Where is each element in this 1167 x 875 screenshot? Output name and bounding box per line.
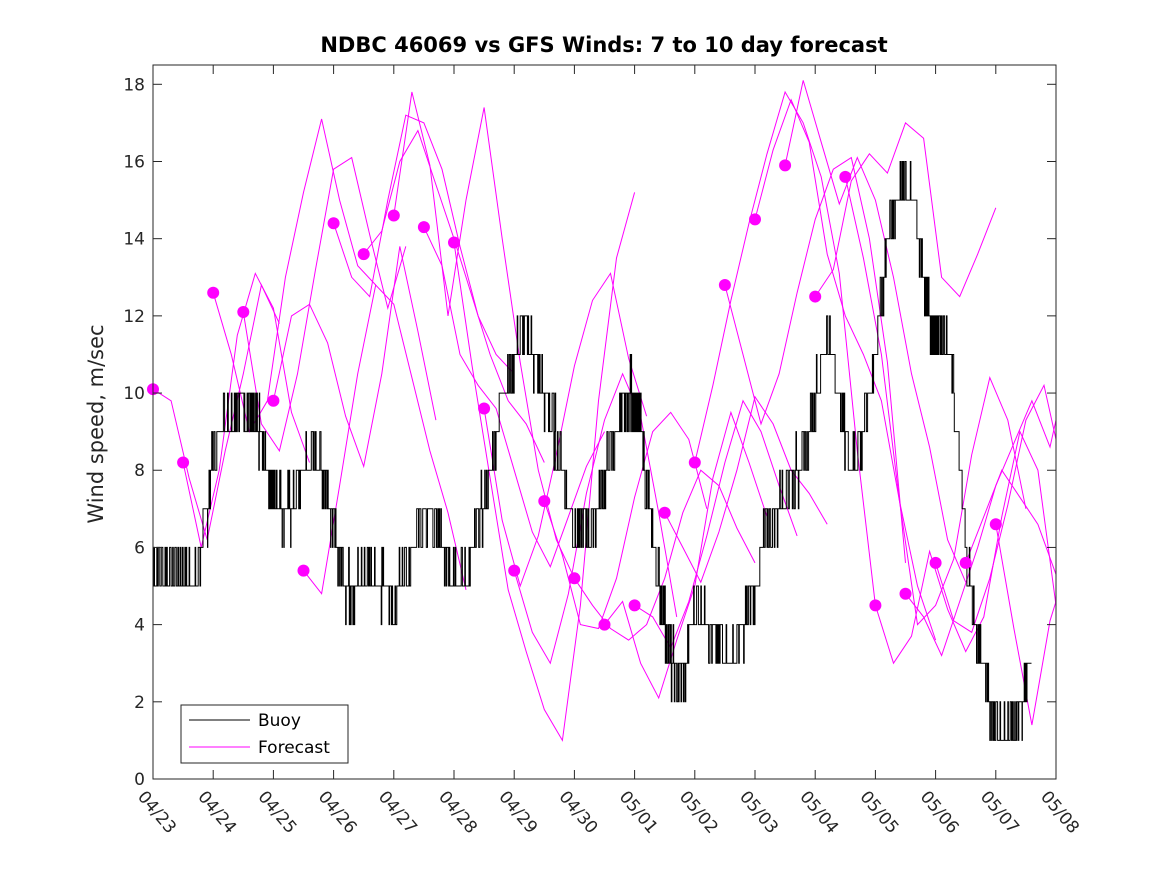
forecast-marker-2 <box>207 286 220 299</box>
forecast-marker-10 <box>448 236 460 249</box>
y-tick-label-5: 10 <box>123 384 145 404</box>
forecast-marker-13 <box>538 495 551 508</box>
forecast-marker-6 <box>327 217 340 230</box>
forecast-run-line-27 <box>965 469 1057 575</box>
forecast-marker-9 <box>417 221 430 234</box>
forecast-run-line-11 <box>483 272 648 588</box>
y-tick-label-8: 16 <box>123 152 145 172</box>
forecast-run-line-8 <box>393 91 575 579</box>
y-tick-label-3: 6 <box>134 538 145 558</box>
y-tick-label-1: 2 <box>134 693 145 713</box>
forecast-run-line-18 <box>694 90 876 606</box>
y-axis: 0 2 4 6 8 10 12 14 16 18 <box>123 75 1056 790</box>
forecast-marker-5 <box>297 564 310 577</box>
legend-buoy-label: Buoy <box>258 711 301 731</box>
forecast-marker-21 <box>779 159 792 172</box>
buoy-line-group <box>153 161 1032 741</box>
forecast-marker-28 <box>989 518 1002 531</box>
y-tick-label-6: 12 <box>123 307 145 327</box>
forecast-run-line-25 <box>905 399 1057 657</box>
forecast-run-line-12 <box>513 372 678 665</box>
forecast-marker-24 <box>869 599 882 612</box>
y-tick-label-9: 18 <box>123 75 145 95</box>
forecast-marker-19 <box>718 278 731 291</box>
forecast-marker-3 <box>237 306 250 319</box>
forecast-run-line-3 <box>242 156 407 453</box>
forecast-marker-7 <box>357 248 370 261</box>
forecast-run-line-0 <box>152 283 280 540</box>
forecast-run-line-16 <box>634 399 798 649</box>
forecast-run-line-15 <box>604 410 768 700</box>
forecast-run-line-22 <box>814 122 997 298</box>
forecast-run-line-10 <box>453 192 636 742</box>
forecast-run-line-20 <box>754 98 937 641</box>
y-tick-label-7: 14 <box>123 230 145 250</box>
y-tick-label-2: 4 <box>134 616 145 636</box>
forecast-run-line-6 <box>333 114 515 375</box>
forecast-run-line-23 <box>844 176 1027 626</box>
forecast-marker-1 <box>177 456 190 469</box>
forecast-marker-17 <box>658 506 671 519</box>
forecast-marker-4 <box>267 394 280 407</box>
forecast-marker-22 <box>809 290 822 303</box>
forecast-run-line-17 <box>664 395 828 584</box>
forecast-run-line-21 <box>784 80 967 583</box>
forecast-marker-18 <box>688 456 701 469</box>
forecast-run-line-13 <box>543 411 708 630</box>
forecast-marker-27 <box>959 556 972 569</box>
forecast-run-line-28 <box>995 524 1057 726</box>
forecast-marker-12 <box>508 564 521 577</box>
y-axis-label: Wind speed, m/sec <box>84 324 108 523</box>
forecast-run-line-19 <box>724 156 906 563</box>
forecast-marker-14 <box>568 572 581 585</box>
forecast-marker-11 <box>478 402 491 415</box>
buoy-line <box>153 161 1032 741</box>
legend-box <box>180 704 349 764</box>
forecast-marker-23 <box>839 170 852 183</box>
forecast-run-line-9 <box>423 226 605 568</box>
y-tick-label-0: 0 <box>134 770 145 790</box>
plot-area <box>147 64 1057 780</box>
forecast-marker-16 <box>628 599 641 612</box>
forecast-markers <box>147 159 1002 631</box>
forecast-marker-15 <box>598 618 611 631</box>
chart-title: NDBC 46069 vs GFS Winds: 7 to 10 day for… <box>320 33 887 57</box>
forecast-marker-26 <box>929 556 942 569</box>
forecast-run-line-4 <box>272 246 437 469</box>
forecast-marker-20 <box>749 213 761 226</box>
legend: Buoy Forecast <box>180 704 349 764</box>
legend-forecast-label: Forecast <box>258 738 330 758</box>
forecast-marker-8 <box>387 209 400 222</box>
forecast-run-line-24 <box>874 430 1057 665</box>
forecast-run-line-1 <box>182 272 310 548</box>
axes-box <box>152 64 1057 780</box>
y-tick-label-4: 8 <box>134 461 145 481</box>
forecast-marker-25 <box>899 587 912 600</box>
